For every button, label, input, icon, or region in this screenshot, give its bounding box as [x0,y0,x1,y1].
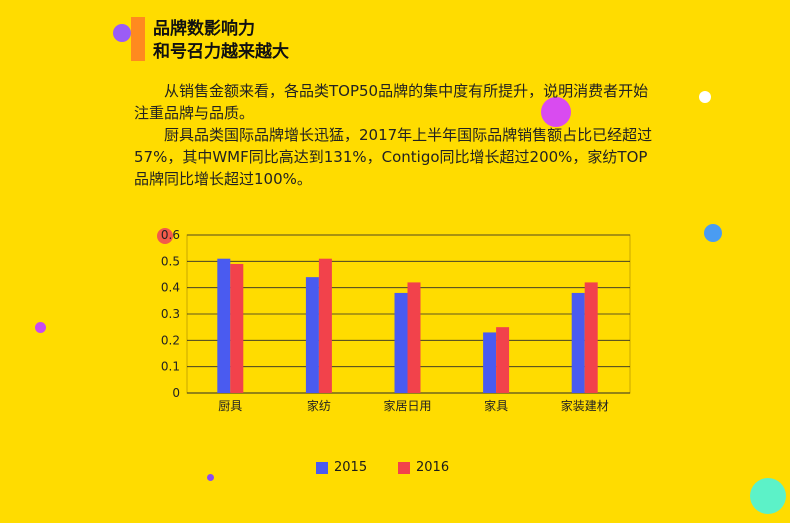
decorative-dot-purple [113,24,131,42]
bar-2016 [407,282,421,393]
x-tick-label: 家装建材 [561,398,609,413]
bar-2016 [496,327,510,393]
paragraph-2: 厨具品类国际品牌增长迅猛，2017年上半年国际品牌销售额占比已经超过57%，其中… [134,126,653,188]
page-title: 品牌数影响力 和号召力越来越大 [153,18,289,64]
legend-label-2015: 2015 [334,460,368,475]
x-tick-label: 厨具 [218,399,242,413]
x-tick-label: 家具 [484,398,508,413]
bar-2016 [230,263,244,393]
decorative-dot-mint [750,478,786,514]
y-tick-label: 0.4 [161,281,180,295]
bar-2015 [217,258,231,393]
paragraph-1: 从销售金额来看，各品类TOP50品牌的集中度有所提升，说明消费者开始注重品牌与品… [134,82,649,122]
bar-2015 [305,277,319,393]
legend-swatch-2015 [316,461,328,474]
decorative-dot-magenta [541,97,571,127]
y-tick-label: 0.6 [161,228,180,242]
page-title-line1: 品牌数影响力 [153,19,255,39]
bar-2015 [394,292,408,393]
y-tick-label: 0.2 [161,333,180,347]
bar-2015 [571,292,585,393]
y-tick-label: 0.1 [161,360,180,374]
legend-item-2016: 2016 [398,460,449,475]
y-tick-label: 0.5 [161,254,180,268]
legend-item-2015: 2015 [316,460,367,475]
legend-label-2016: 2016 [416,460,450,475]
decorative-dot-violet [35,322,46,333]
bar-2015 [483,332,497,393]
bar-2016 [318,258,332,393]
decorative-dot-blue [704,224,722,242]
decorative-dot-white [699,91,711,103]
heading-accent-bar [131,17,145,61]
y-tick-label: 0 [172,386,180,400]
legend-swatch-2016 [398,461,410,474]
x-tick-label: 家居日用 [383,398,431,413]
y-tick-label: 0.3 [161,307,180,321]
page-title-line2: 和号召力越来越大 [153,42,289,62]
bar-2016 [584,282,598,393]
decorative-dot-small-purple [207,474,214,481]
decorative-dot-red [157,228,173,244]
x-tick-label: 家纺 [307,398,331,413]
